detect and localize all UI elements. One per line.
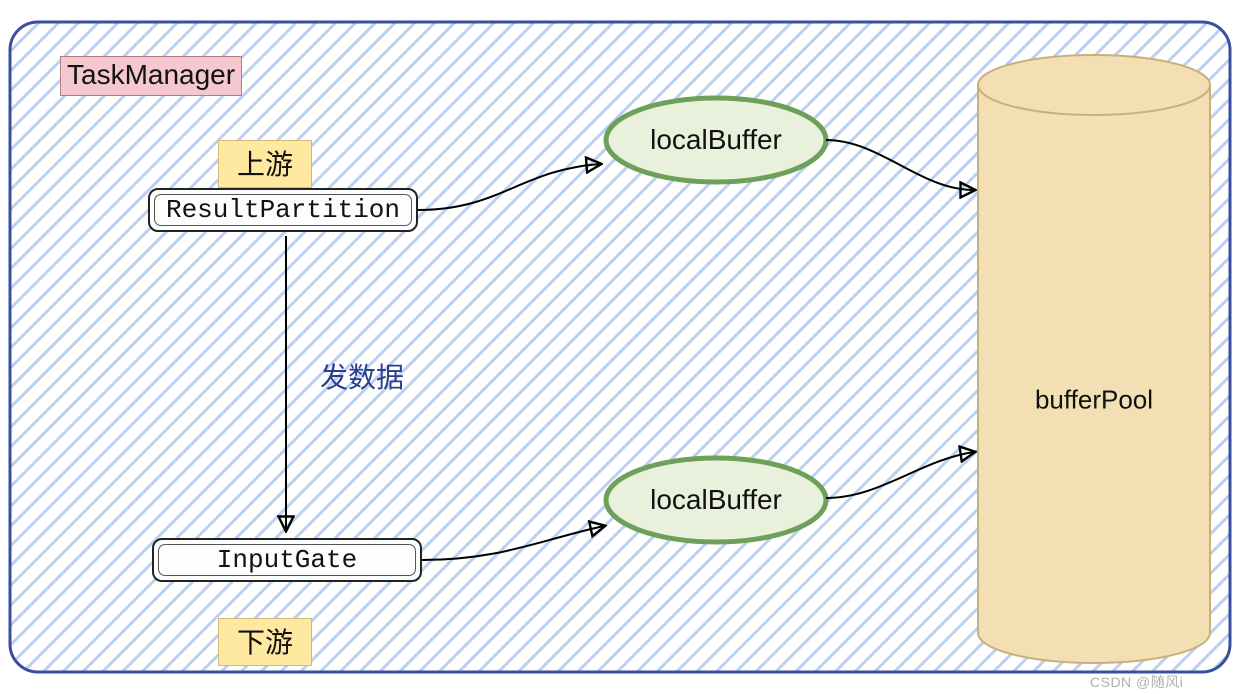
input-gate-text: InputGate [217, 545, 357, 575]
buffer-pool-label: bufferPool [1035, 385, 1153, 416]
input-gate-node: InputGate [152, 538, 422, 582]
downstream-label: 下游 [218, 618, 312, 666]
local-buffer-1-label: localBuffer [650, 124, 782, 156]
local-buffer-2-label: localBuffer [650, 484, 782, 516]
edge-localbuffer1-bufferpool [826, 140, 974, 190]
result-partition-node: ResultPartition [148, 188, 418, 232]
task-manager-title: TaskManager [60, 56, 242, 96]
watermark-text: CSDN @随风i [1090, 672, 1183, 692]
edge-localbuffer2-bufferpool [826, 452, 974, 498]
send-data-label: 发数据 [320, 356, 404, 396]
result-partition-text: ResultPartition [166, 195, 400, 225]
edge-inputgate-localbuffer2 [422, 526, 604, 560]
container-svg [0, 0, 1244, 694]
upstream-label: 上游 [218, 140, 312, 188]
edge-resultpartition-localbuffer1 [418, 164, 600, 210]
buffer-pool-cylinder [978, 55, 1210, 663]
diagram-canvas: TaskManager 上游 下游 发数据 ResultPartition In… [0, 0, 1244, 694]
